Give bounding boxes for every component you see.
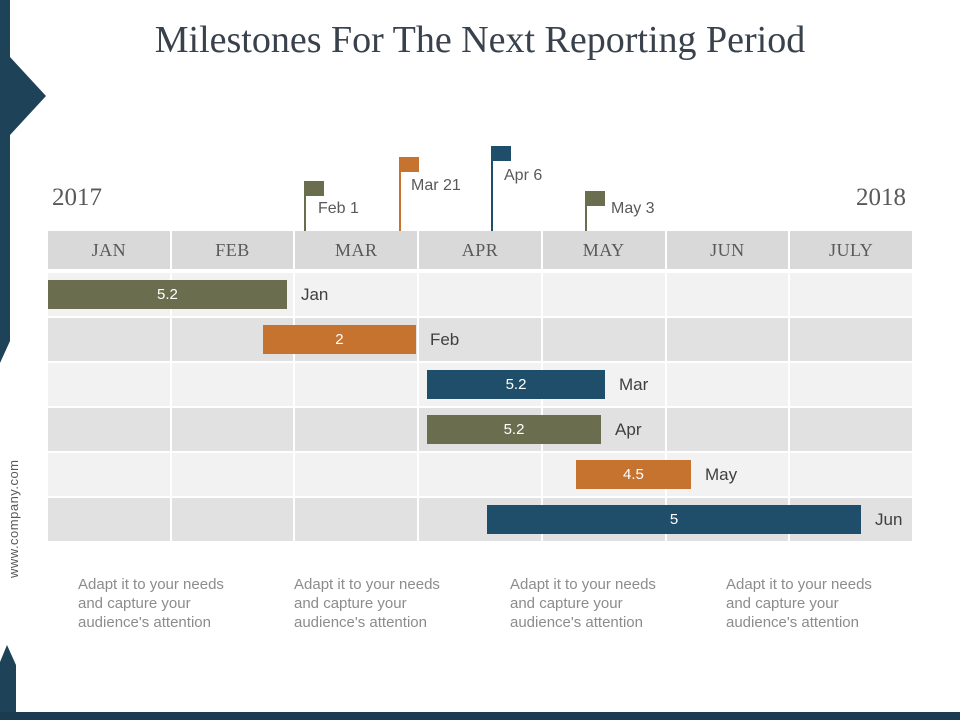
row-cell bbox=[666, 363, 789, 406]
month-cell: MAY bbox=[542, 231, 665, 269]
row-cell bbox=[542, 273, 665, 316]
row-cell bbox=[542, 318, 665, 361]
row-cell bbox=[419, 453, 541, 496]
gantt-bar: 2 bbox=[262, 325, 416, 354]
row-label: May bbox=[704, 464, 738, 484]
row-cell bbox=[48, 363, 170, 406]
row-cells bbox=[48, 318, 912, 361]
row-cell bbox=[171, 363, 294, 406]
row-label: Apr bbox=[615, 419, 642, 439]
milestone-flag-icon bbox=[491, 146, 511, 161]
row-label: Jun bbox=[875, 509, 903, 529]
note-text: Adapt it to your needs and capture your … bbox=[726, 576, 872, 632]
row-cell bbox=[295, 408, 418, 451]
row-cell bbox=[790, 453, 912, 496]
month-header: JAN FEB MAR APR MAY JUN JULY bbox=[48, 231, 912, 269]
gantt-bar: 4.5 bbox=[575, 460, 691, 489]
gantt-rows: 5.2 Jan 2 Feb 5.2 Mar 5.2 Apr 4.5 May 5 Jun bbox=[48, 273, 912, 541]
page-title: Milestones For The Next Reporting Period bbox=[154, 19, 806, 61]
gantt-bar: 5.2 bbox=[48, 280, 287, 309]
month-cell: APR bbox=[419, 231, 541, 269]
row-cell bbox=[295, 453, 418, 496]
milestone-label: Mar 21 bbox=[411, 177, 461, 194]
year-left-label: 2017 bbox=[52, 184, 102, 211]
row-label: Jan bbox=[300, 284, 329, 304]
milestone-stem bbox=[399, 171, 401, 231]
row-cell bbox=[171, 453, 294, 496]
row-cell bbox=[790, 273, 912, 316]
gantt-bar: 5.2 bbox=[427, 370, 605, 399]
gantt-row: 5.2 Apr bbox=[48, 408, 912, 451]
milestone-stem bbox=[304, 195, 306, 231]
gantt-row: 5 Jun bbox=[48, 498, 912, 541]
row-cell bbox=[790, 408, 912, 451]
note-text: Adapt it to your needs and capture your … bbox=[294, 576, 440, 632]
row-cell bbox=[790, 363, 912, 406]
row-cell bbox=[419, 318, 541, 361]
gantt-chart: 2017 2018 Feb 1 Mar 21 Apr 6 May 3 JAN FEB MA… bbox=[48, 140, 912, 543]
row-cell bbox=[666, 318, 789, 361]
milestone-flag-icon bbox=[304, 181, 324, 196]
milestone-stem bbox=[491, 160, 493, 231]
milestone-flag-icon bbox=[585, 191, 605, 206]
row-label: Mar bbox=[619, 374, 649, 394]
milestone-flag-icon bbox=[399, 157, 419, 172]
row-cell bbox=[295, 498, 418, 541]
row-cell bbox=[48, 318, 170, 361]
row-cell bbox=[171, 498, 294, 541]
row-cell bbox=[666, 408, 789, 451]
milestone-layer: 2017 2018 Feb 1 Mar 21 Apr 6 May 3 bbox=[48, 140, 912, 231]
row-cell bbox=[48, 408, 170, 451]
milestone-label: May 3 bbox=[611, 200, 655, 217]
company-url: www.company.com bbox=[6, 459, 21, 578]
month-cell: JUN bbox=[666, 231, 789, 269]
gantt-bar: 5.2 bbox=[427, 415, 602, 444]
month-cell: JAN bbox=[48, 231, 170, 269]
row-label: Feb bbox=[429, 329, 460, 349]
note-text: Adapt it to your needs and capture your … bbox=[78, 576, 224, 632]
year-right-label: 2018 bbox=[856, 184, 906, 211]
month-cell: JULY bbox=[790, 231, 912, 269]
row-cells bbox=[48, 453, 912, 496]
row-cell bbox=[171, 408, 294, 451]
left-bottom-chevron-icon bbox=[0, 645, 16, 720]
milestone-label: Apr 6 bbox=[504, 167, 543, 184]
milestone-label: Feb 1 bbox=[318, 200, 359, 217]
milestone-stem bbox=[585, 205, 587, 231]
gantt-row: 5.2 Mar bbox=[48, 363, 912, 406]
row-cell bbox=[790, 318, 912, 361]
row-cell bbox=[48, 498, 170, 541]
gantt-row: 4.5 May bbox=[48, 453, 912, 496]
row-cell bbox=[295, 363, 418, 406]
bottom-border-bar bbox=[0, 712, 960, 720]
row-cell bbox=[666, 273, 789, 316]
row-cell bbox=[295, 273, 418, 316]
row-cell bbox=[48, 453, 170, 496]
note-text: Adapt it to your needs and capture your … bbox=[510, 576, 656, 632]
gantt-bar: 5 bbox=[486, 505, 861, 534]
notes-row: Adapt it to your needs and capture your … bbox=[78, 575, 912, 633]
gantt-row: 2 Feb bbox=[48, 318, 912, 361]
month-cell: MAR bbox=[295, 231, 418, 269]
left-ribbon-chevron-icon bbox=[0, 0, 46, 363]
month-cell: FEB bbox=[171, 231, 294, 269]
gantt-row: 5.2 Jan bbox=[48, 273, 912, 316]
row-cell bbox=[419, 273, 541, 316]
